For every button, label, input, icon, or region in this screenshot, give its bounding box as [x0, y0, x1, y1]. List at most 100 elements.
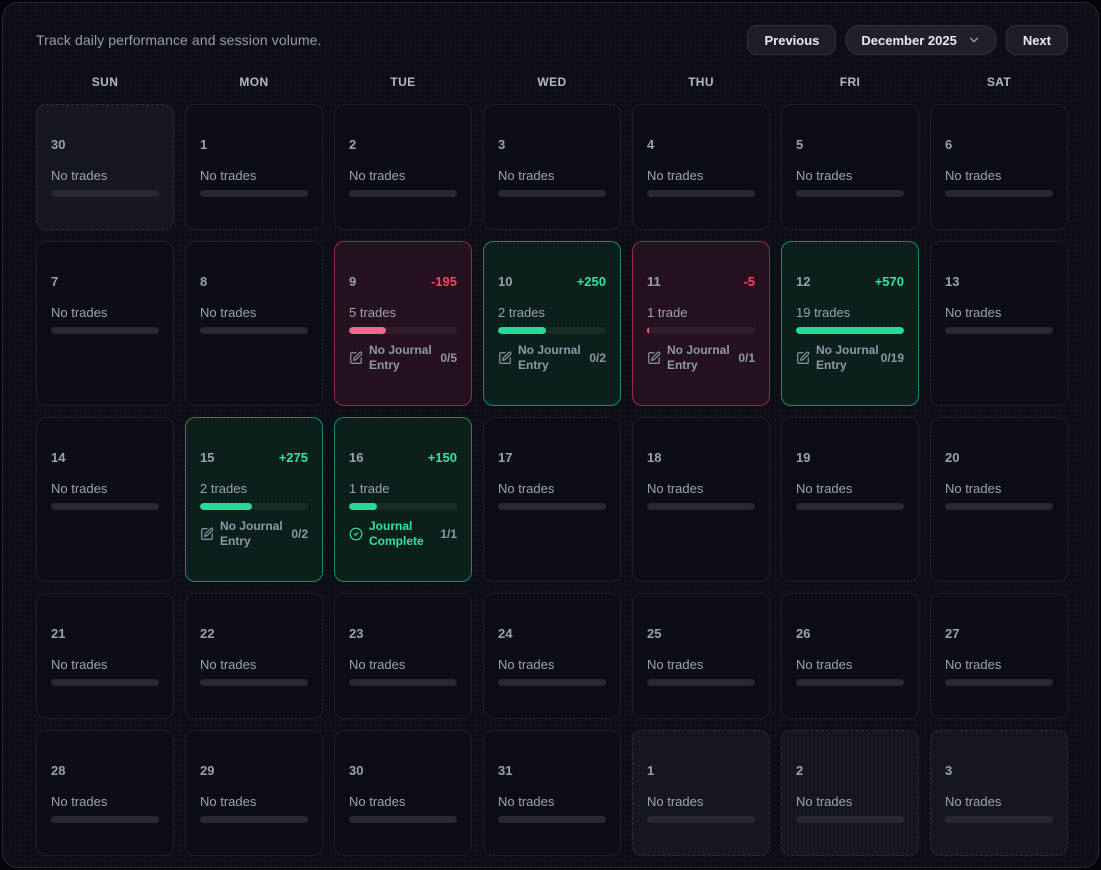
- trades-count: No trades: [51, 481, 108, 496]
- day-cell-2-outside[interactable]: 2 No trades: [781, 730, 919, 856]
- day-number: 11: [647, 274, 661, 289]
- day-cell-6[interactable]: 6 No trades: [930, 104, 1068, 230]
- day-cell-top-row: 31: [498, 763, 606, 779]
- day-number: 18: [647, 450, 662, 465]
- day-cell-16[interactable]: 16 +150 1 trade Journal Complete 1/1: [334, 417, 472, 582]
- volume-bar: [945, 503, 1053, 510]
- trades-count: No trades: [51, 794, 108, 809]
- day-number: 28: [51, 763, 66, 778]
- day-cell-3-outside[interactable]: 3 No trades: [930, 730, 1068, 856]
- volume-bar: [945, 327, 1053, 334]
- weekday-label: SAT: [986, 75, 1012, 89]
- day-cell-5[interactable]: 5 No trades: [781, 104, 919, 230]
- next-month-button[interactable]: Next: [1005, 25, 1068, 55]
- trades-count: No trades: [647, 657, 704, 672]
- day-number: 17: [498, 450, 513, 465]
- trades-count: No trades: [349, 657, 406, 672]
- day-cell-30-outside[interactable]: 30 No trades: [36, 104, 174, 230]
- journal-label-text: No Journal Entry: [220, 519, 283, 548]
- journal-status: No Journal Entry 0/1: [647, 343, 755, 373]
- volume-bar: [349, 816, 457, 823]
- day-number: 4: [647, 137, 655, 152]
- day-cell-25[interactable]: 25 No trades: [632, 593, 770, 719]
- day-cell-18[interactable]: 18 No trades: [632, 417, 770, 582]
- day-number: 2: [796, 763, 804, 778]
- day-cell-26[interactable]: 26 No trades: [781, 593, 919, 719]
- day-cell-4[interactable]: 4 No trades: [632, 104, 770, 230]
- volume-bar-fill: [796, 327, 904, 334]
- day-cell-top-row: 1: [200, 137, 308, 153]
- day-cell-top-row: 4: [647, 137, 755, 153]
- day-cell-21[interactable]: 21 No trades: [36, 593, 174, 719]
- day-cell-11[interactable]: 11 -5 1 trade No Journal Entry 0/1: [632, 241, 770, 406]
- day-cell-top-row: 30: [349, 763, 457, 779]
- day-cell-top-row: 22: [200, 626, 308, 642]
- day-number: 30: [51, 137, 66, 152]
- trades-count: No trades: [51, 657, 108, 672]
- day-cell-10[interactable]: 10 +250 2 trades No Journal Entry 0/2: [483, 241, 621, 406]
- day-number: 13: [945, 274, 960, 289]
- day-cell-15[interactable]: 15 +275 2 trades No Journal Entry 0/2: [185, 417, 323, 582]
- day-cell-top-row: 21: [51, 626, 159, 642]
- day-cell-3[interactable]: 3 No trades: [483, 104, 621, 230]
- day-cell-29[interactable]: 29 No trades: [185, 730, 323, 856]
- weekday-label: THU: [688, 75, 714, 89]
- previous-month-button[interactable]: Previous: [747, 25, 837, 55]
- day-cell-top-row: 10 +250: [498, 274, 606, 290]
- trades-count: No trades: [647, 168, 704, 183]
- volume-bar: [945, 816, 1053, 823]
- day-cell-top-row: 3: [498, 137, 606, 153]
- day-cell-24[interactable]: 24 No trades: [483, 593, 621, 719]
- volume-bar: [200, 679, 308, 686]
- trades-count: No trades: [498, 657, 555, 672]
- day-cell-23[interactable]: 23 No trades: [334, 593, 472, 719]
- day-cell-2[interactable]: 2 No trades: [334, 104, 472, 230]
- trades-count: No trades: [349, 794, 406, 809]
- day-pnl: -195: [430, 274, 457, 289]
- day-cell-1-outside[interactable]: 1 No trades: [632, 730, 770, 856]
- day-cell-20[interactable]: 20 No trades: [930, 417, 1068, 582]
- volume-bar: [51, 816, 159, 823]
- day-cell-27[interactable]: 27 No trades: [930, 593, 1068, 719]
- journal-label-text: No Journal Entry: [816, 343, 879, 372]
- journal-status: No Journal Entry 0/2: [498, 343, 606, 373]
- day-cell-13[interactable]: 13 No trades: [930, 241, 1068, 406]
- circle-check-icon: [349, 527, 363, 541]
- day-cell-1[interactable]: 1 No trades: [185, 104, 323, 230]
- day-cell-7[interactable]: 7 No trades: [36, 241, 174, 406]
- trades-count: No trades: [200, 794, 257, 809]
- day-number: 31: [498, 763, 513, 778]
- day-cell-12[interactable]: 12 +570 19 trades No Journal Entry 0/19: [781, 241, 919, 406]
- month-selector-dropdown[interactable]: December 2025: [845, 25, 997, 55]
- day-cell-9[interactable]: 9 -195 5 trades No Journal Entry 0/5: [334, 241, 472, 406]
- journal-label-text: Journal Complete: [369, 519, 424, 548]
- journal-status: No Journal Entry 0/5: [349, 343, 457, 373]
- day-cell-17[interactable]: 17 No trades: [483, 417, 621, 582]
- volume-bar: [51, 503, 159, 510]
- day-cell-top-row: 30: [51, 137, 159, 153]
- day-number: 6: [945, 137, 953, 152]
- journal-fraction: 0/19: [880, 350, 904, 365]
- weekday-label: FRI: [839, 75, 861, 89]
- calendar-header: Track daily performance and session volu…: [36, 25, 1068, 55]
- day-number: 12: [796, 274, 811, 289]
- volume-bar: [796, 327, 904, 334]
- day-number: 26: [796, 626, 811, 641]
- square-pen-icon: [499, 351, 512, 364]
- day-cell-30[interactable]: 30 No trades: [334, 730, 472, 856]
- trades-count: No trades: [796, 794, 853, 809]
- trades-count: No trades: [796, 481, 853, 496]
- day-cell-28[interactable]: 28 No trades: [36, 730, 174, 856]
- volume-bar: [647, 679, 755, 686]
- day-cell-top-row: 20: [945, 450, 1053, 466]
- day-cell-22[interactable]: 22 No trades: [185, 593, 323, 719]
- day-cell-31[interactable]: 31 No trades: [483, 730, 621, 856]
- day-cell-14[interactable]: 14 No trades: [36, 417, 174, 582]
- day-number: 27: [945, 626, 960, 641]
- day-number: 29: [200, 763, 215, 778]
- day-cell-8[interactable]: 8 No trades: [185, 241, 323, 406]
- volume-bar: [498, 679, 606, 686]
- day-cell-19[interactable]: 19 No trades: [781, 417, 919, 582]
- weekday-label: WED: [537, 75, 567, 89]
